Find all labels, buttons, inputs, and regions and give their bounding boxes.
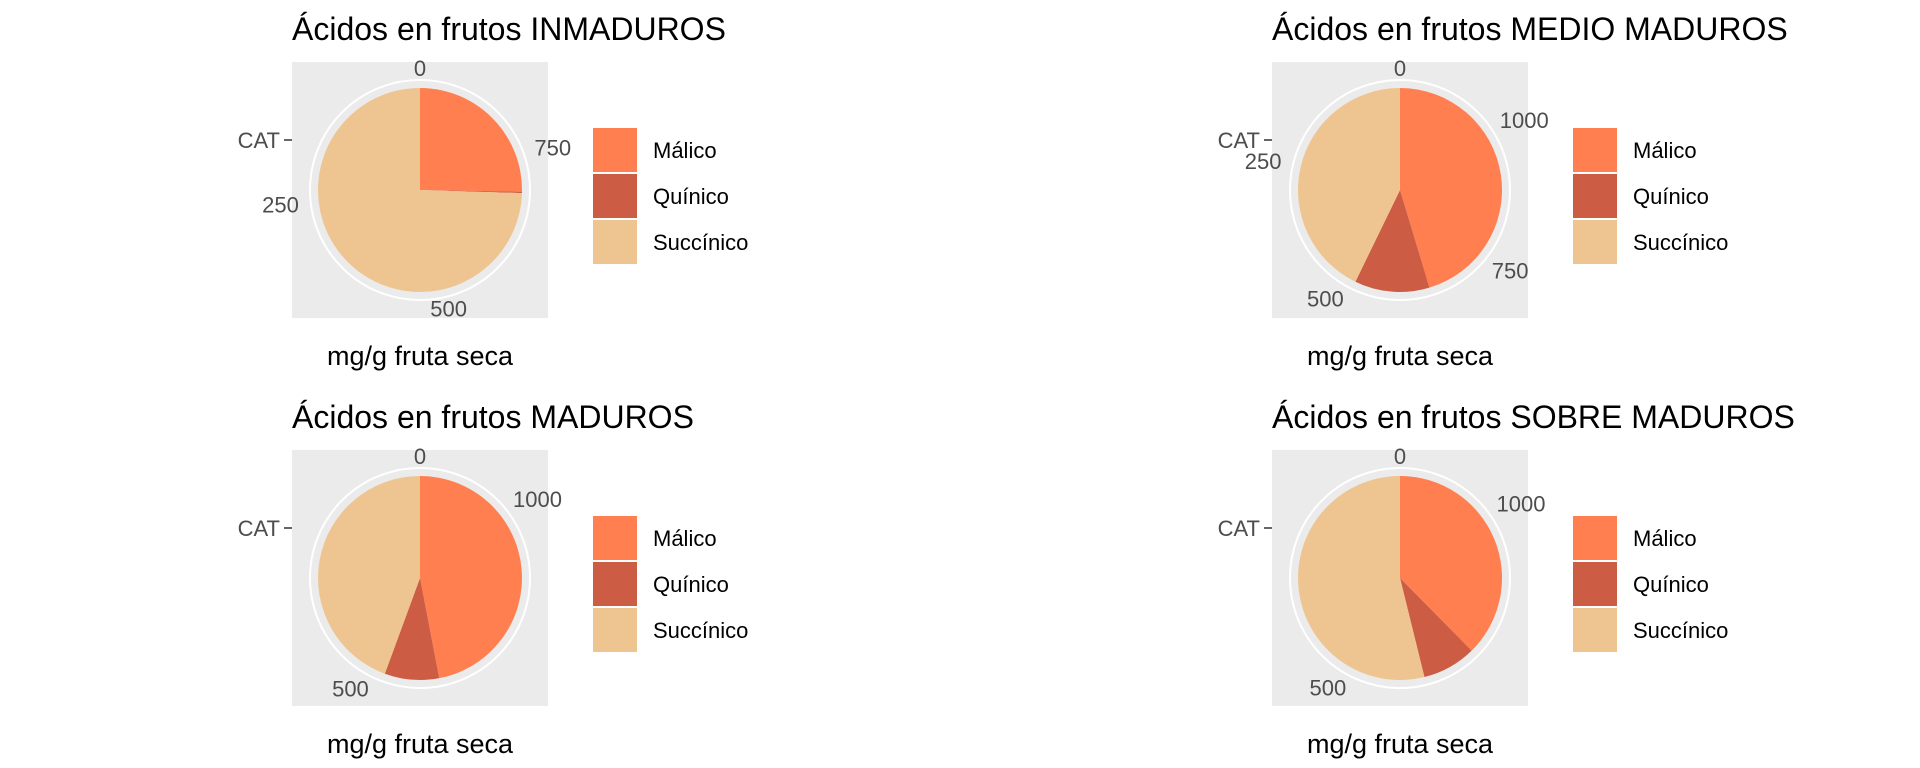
pie-slice-malico (1400, 87, 1503, 288)
pie-slice-malico (1400, 476, 1503, 651)
x-axis-label: mg/g fruta seca (1307, 729, 1494, 759)
chart-title: Ácidos en frutos INMADUROS (292, 11, 726, 47)
legend: Málico Quínico Succínico (1573, 128, 1728, 264)
legend-key-succinico (1573, 608, 1617, 652)
legend-label-malico: Málico (1633, 138, 1697, 163)
y-tick-label: CAT (238, 128, 280, 153)
y-tick-label: CAT (238, 516, 280, 541)
theta-tick-label: 1000 (1500, 108, 1549, 133)
legend-label-malico: Málico (653, 138, 717, 163)
theta-tick-label: 0 (414, 444, 426, 469)
legend-label-quinico: Quínico (653, 184, 729, 209)
theta-tick-label: 500 (1307, 286, 1344, 311)
legend-label-succinico: Succínico (1633, 618, 1728, 643)
legend-label-succinico: Succínico (1633, 230, 1728, 255)
chart-panel-2: Ácidos en frutos MEDIO MADUROS 0 250 500 750… (1218, 11, 1788, 371)
legend-label-malico: Málico (1633, 526, 1697, 551)
y-tick-label: CAT (1218, 516, 1260, 541)
theta-tick-label: 750 (534, 136, 571, 161)
grid-circle (1289, 79, 1511, 301)
grid-circle (309, 79, 531, 301)
legend-key-succinico (593, 608, 637, 652)
pie-slice-malico (420, 476, 522, 679)
legend-key-malico (593, 516, 637, 560)
pie-slice-malico (420, 88, 523, 192)
legend-label-succinico: Succínico (653, 618, 748, 643)
x-axis-label: mg/g fruta seca (1307, 341, 1494, 371)
chart-panel-4: Ácidos en frutos SOBRE MADUROS 0 500 1000 CA… (1218, 399, 1795, 759)
theta-tick-label: 1000 (1497, 491, 1546, 516)
theta-tick-label: 0 (1394, 56, 1406, 81)
theta-tick-label: 250 (262, 192, 299, 217)
theta-tick-label: 1000 (513, 487, 562, 512)
legend: Málico Quínico Succínico (593, 128, 748, 264)
chart-title: Ácidos en frutos MEDIO MADUROS (1272, 11, 1788, 47)
grid-circle (1289, 467, 1511, 689)
chart-panel-3: Ácidos en frutos MADUROS 0 500 1000 CAT mg/g … (238, 399, 749, 759)
chart-panel-1: Ácidos en frutos INMADUROS 0 250 500 750 CAT m… (238, 11, 749, 371)
x-axis-label: mg/g fruta seca (327, 729, 514, 759)
legend-key-succinico (593, 220, 637, 264)
pie-slice-quinico (420, 190, 522, 194)
legend-label-succinico: Succínico (653, 230, 748, 255)
chart-title: Ácidos en frutos MADUROS (292, 399, 694, 435)
y-tick-label: CAT (1218, 128, 1260, 153)
legend: Málico Quínico Succínico (1573, 516, 1728, 652)
legend-label-quinico: Quínico (653, 572, 729, 597)
pie-slice-succinico (1297, 87, 1400, 282)
pie-slice-succinico (1298, 476, 1425, 680)
pie-slice-quinico (1355, 190, 1430, 293)
theta-tick-label: 500 (1309, 676, 1346, 701)
x-axis-label: mg/g fruta seca (327, 341, 514, 371)
legend-label-quinico: Quínico (1633, 184, 1709, 209)
pie-slice-succinico (317, 87, 522, 293)
legend-key-succinico (1573, 220, 1617, 264)
legend-label-quinico: Quínico (1633, 572, 1709, 597)
theta-tick-label: 750 (1492, 258, 1529, 283)
theta-tick-label: 250 (1245, 149, 1282, 174)
theta-tick-label: 500 (430, 297, 467, 322)
legend-key-malico (1573, 516, 1617, 560)
legend: Málico Quínico Succínico (593, 516, 748, 652)
theta-tick-label: 0 (414, 56, 426, 81)
legend-key-quinico (1573, 174, 1617, 218)
legend-key-quinico (1573, 562, 1617, 606)
legend-key-malico (593, 128, 637, 172)
pie-slice-quinico (384, 578, 440, 680)
legend-key-quinico (593, 174, 637, 218)
legend-key-malico (1573, 128, 1617, 172)
legend-key-quinico (593, 562, 637, 606)
pie-slice-quinico (1400, 578, 1472, 678)
grid-circle (309, 467, 531, 689)
chart-title: Ácidos en frutos SOBRE MADUROS (1272, 399, 1795, 435)
theta-tick-label: 0 (1394, 444, 1406, 469)
legend-label-malico: Málico (653, 526, 717, 551)
theta-tick-label: 500 (332, 677, 369, 702)
pie-slice-succinico (318, 476, 420, 674)
